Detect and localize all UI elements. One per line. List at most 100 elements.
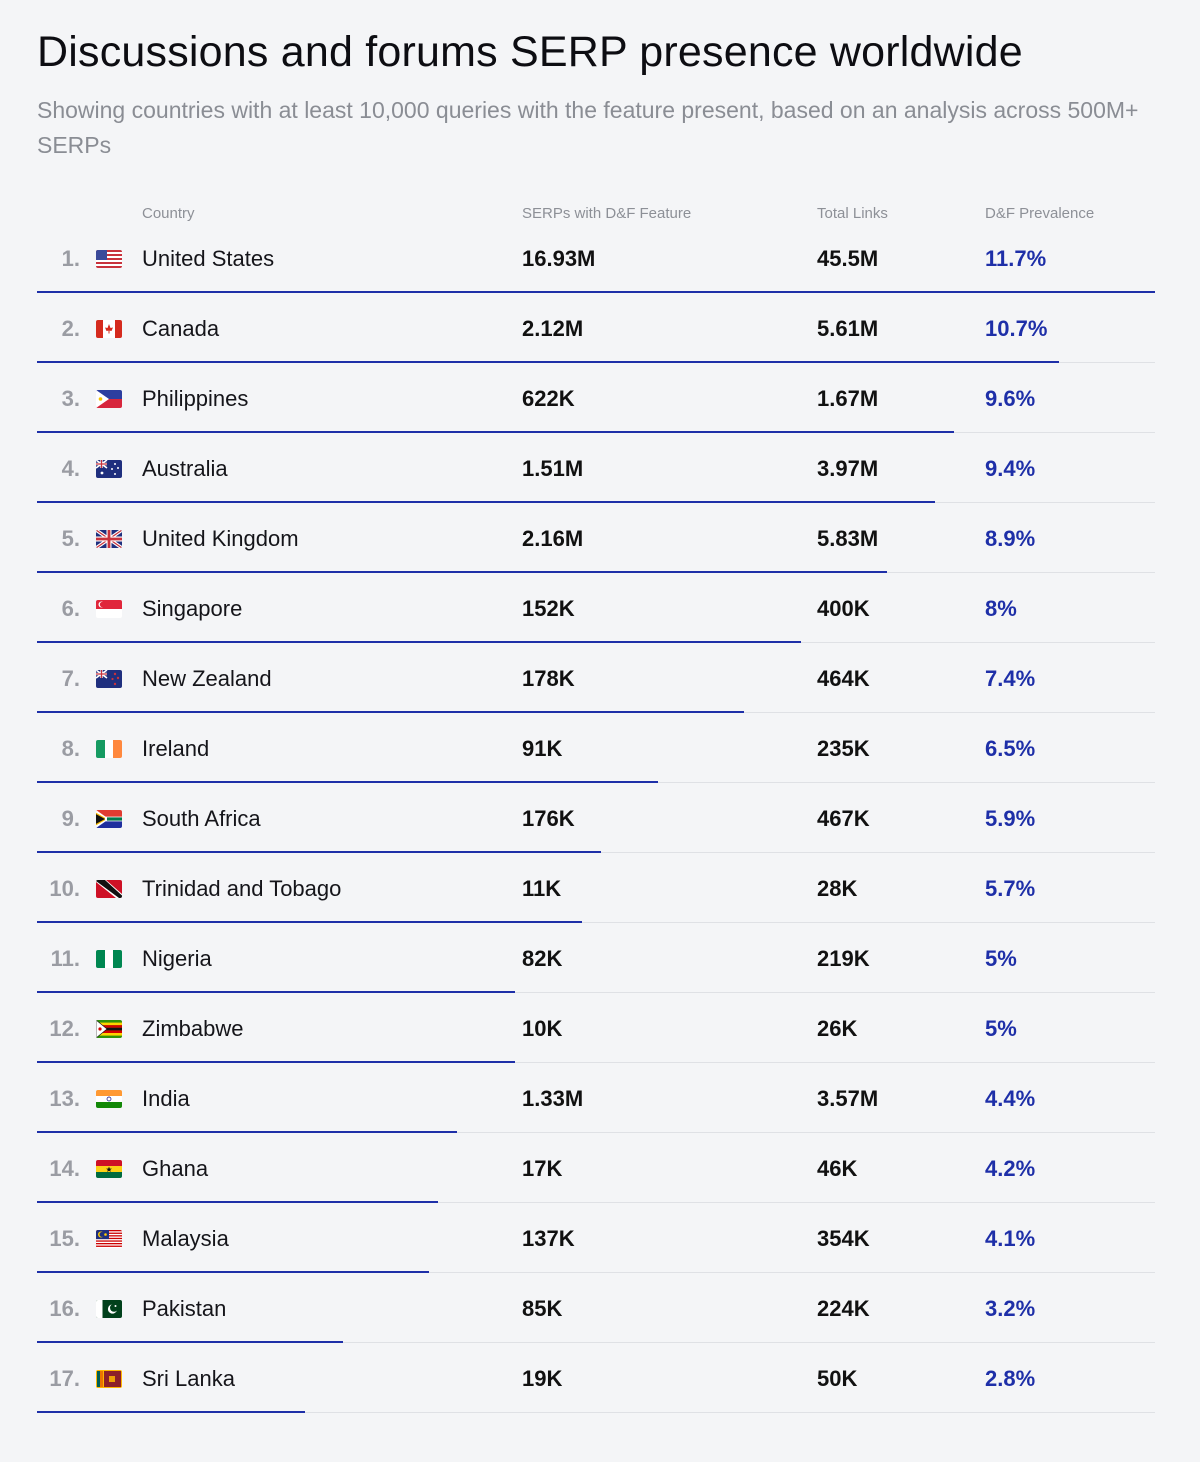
row-prevalence: 2.8%	[985, 1366, 1036, 1391]
row-links: 3.57M	[817, 1086, 879, 1111]
row-serps: 85K	[522, 1296, 563, 1321]
row-rank: 11.	[50, 946, 80, 971]
row-country: India	[142, 1086, 190, 1111]
ph-flag-icon	[96, 390, 122, 408]
row-rank: 9.	[61, 806, 80, 831]
row-links: 400K	[817, 596, 870, 621]
row-links: 46K	[817, 1156, 858, 1181]
page-title: Discussions and forums SERP presence wor…	[37, 28, 1023, 76]
row-rank: 10.	[49, 876, 80, 901]
row-rank: 7.	[61, 666, 80, 691]
row-prevalence: 3.2%	[985, 1296, 1036, 1321]
row-prevalence: 5.7%	[985, 876, 1036, 901]
header-links: Total Links	[817, 205, 888, 222]
prevalence-bar	[37, 1131, 457, 1133]
row-serps: 19K	[522, 1366, 563, 1391]
row-country: Pakistan	[142, 1296, 227, 1321]
row-serps: 152K	[522, 596, 575, 621]
row-prevalence: 8.9%	[985, 526, 1036, 551]
prevalence-bar	[37, 1341, 343, 1343]
row-prevalence: 4.1%	[985, 1226, 1036, 1251]
header-country: Country	[142, 205, 195, 222]
table-row: 8. Ireland 91K 235K 6.5%	[0, 715, 1200, 785]
row-links: 219K	[817, 946, 870, 971]
row-serps: 178K	[522, 666, 575, 691]
row-prevalence: 6.5%	[985, 736, 1036, 761]
za-flag-icon	[96, 810, 122, 828]
row-rank: 14.	[49, 1156, 80, 1181]
prevalence-bar	[37, 1411, 305, 1413]
row-prevalence: 5%	[985, 1016, 1017, 1041]
row-serps: 137K	[522, 1226, 575, 1251]
row-prevalence: 9.6%	[985, 386, 1036, 411]
row-prevalence: 7.4%	[985, 666, 1036, 691]
row-prevalence: 10.7%	[985, 316, 1048, 341]
row-links: 26K	[817, 1016, 858, 1041]
row-country: Philippines	[142, 386, 249, 411]
row-divider	[37, 1342, 1155, 1343]
prevalence-bar	[37, 1061, 515, 1063]
row-rank: 3.	[61, 386, 80, 411]
prevalence-bar	[37, 431, 954, 433]
row-country: Ghana	[142, 1156, 209, 1181]
page-subtitle: Showing countries with at least 10,000 q…	[37, 97, 1139, 158]
prevalence-bar	[37, 991, 515, 993]
row-country: Canada	[142, 316, 220, 341]
row-prevalence: 5%	[985, 946, 1017, 971]
prevalence-bar	[37, 291, 1155, 293]
header-prevalence: D&F Prevalence	[985, 205, 1095, 222]
row-divider	[37, 1132, 1155, 1133]
row-links: 28K	[817, 876, 858, 901]
table-row: 15. Malaysia 137K 354K 4.1%	[0, 1205, 1200, 1275]
row-rank: 12.	[49, 1016, 80, 1041]
row-country: Trinidad and Tobago	[142, 876, 342, 901]
row-prevalence: 5.9%	[985, 806, 1036, 831]
prevalence-bar	[37, 361, 1059, 363]
row-prevalence: 9.4%	[985, 456, 1036, 481]
table-row: 4. Australia 1.51M 3.97M 9.4%	[0, 435, 1200, 505]
row-divider	[37, 1062, 1155, 1063]
table-row: 7. New Zealand 178K 464K 7.4%	[0, 645, 1200, 715]
row-rank: 13.	[49, 1086, 80, 1111]
prevalence-bar	[37, 711, 744, 713]
gb-flag-icon	[96, 530, 122, 548]
table-row: 1. United States 16.93M 45.5M 11.7%	[0, 225, 1200, 295]
row-rank: 4.	[61, 456, 80, 481]
prevalence-bar	[37, 851, 601, 853]
lk-flag-icon	[96, 1370, 122, 1388]
table-body: 1. United States 16.93M 45.5M 11.7% 2. Canada 2…	[0, 225, 1200, 1415]
row-divider	[37, 1202, 1155, 1203]
us-flag-icon	[96, 250, 122, 268]
row-serps: 16.93M	[522, 246, 596, 271]
row-serps: 10K	[522, 1016, 563, 1041]
row-prevalence: 4.4%	[985, 1086, 1036, 1111]
zw-flag-icon	[96, 1020, 122, 1038]
table-row: 5. United Kingdom 2.16M 5.83M 8.9%	[0, 505, 1200, 575]
table-row: 14. Ghana 17K 46K 4.2%	[0, 1135, 1200, 1205]
row-divider	[37, 1412, 1155, 1413]
row-rank: 16.	[49, 1296, 80, 1321]
row-rank: 1.	[61, 246, 80, 271]
row-links: 1.67M	[817, 386, 879, 411]
row-rank: 2.	[61, 316, 80, 341]
prevalence-bar	[37, 501, 935, 503]
row-rank: 5.	[61, 526, 80, 551]
row-links: 354K	[817, 1226, 870, 1251]
ng-flag-icon	[96, 950, 122, 968]
row-serps: 82K	[522, 946, 563, 971]
row-country: Zimbabwe	[142, 1016, 244, 1041]
row-serps: 2.16M	[522, 526, 584, 551]
row-links: 5.61M	[817, 316, 879, 341]
header-serps: SERPs with D&F Feature	[522, 205, 692, 222]
row-serps: 91K	[522, 736, 563, 761]
row-country: Singapore	[142, 596, 243, 621]
tt-flag-icon	[96, 880, 122, 898]
row-country: Malaysia	[142, 1226, 229, 1251]
row-links: 464K	[817, 666, 870, 691]
row-divider	[37, 1272, 1155, 1273]
prevalence-bar	[37, 1201, 438, 1203]
table-row: 11. Nigeria 82K 219K 5%	[0, 925, 1200, 995]
prevalence-bar	[37, 571, 887, 573]
row-links: 5.83M	[817, 526, 879, 551]
row-prevalence: 4.2%	[985, 1156, 1036, 1181]
